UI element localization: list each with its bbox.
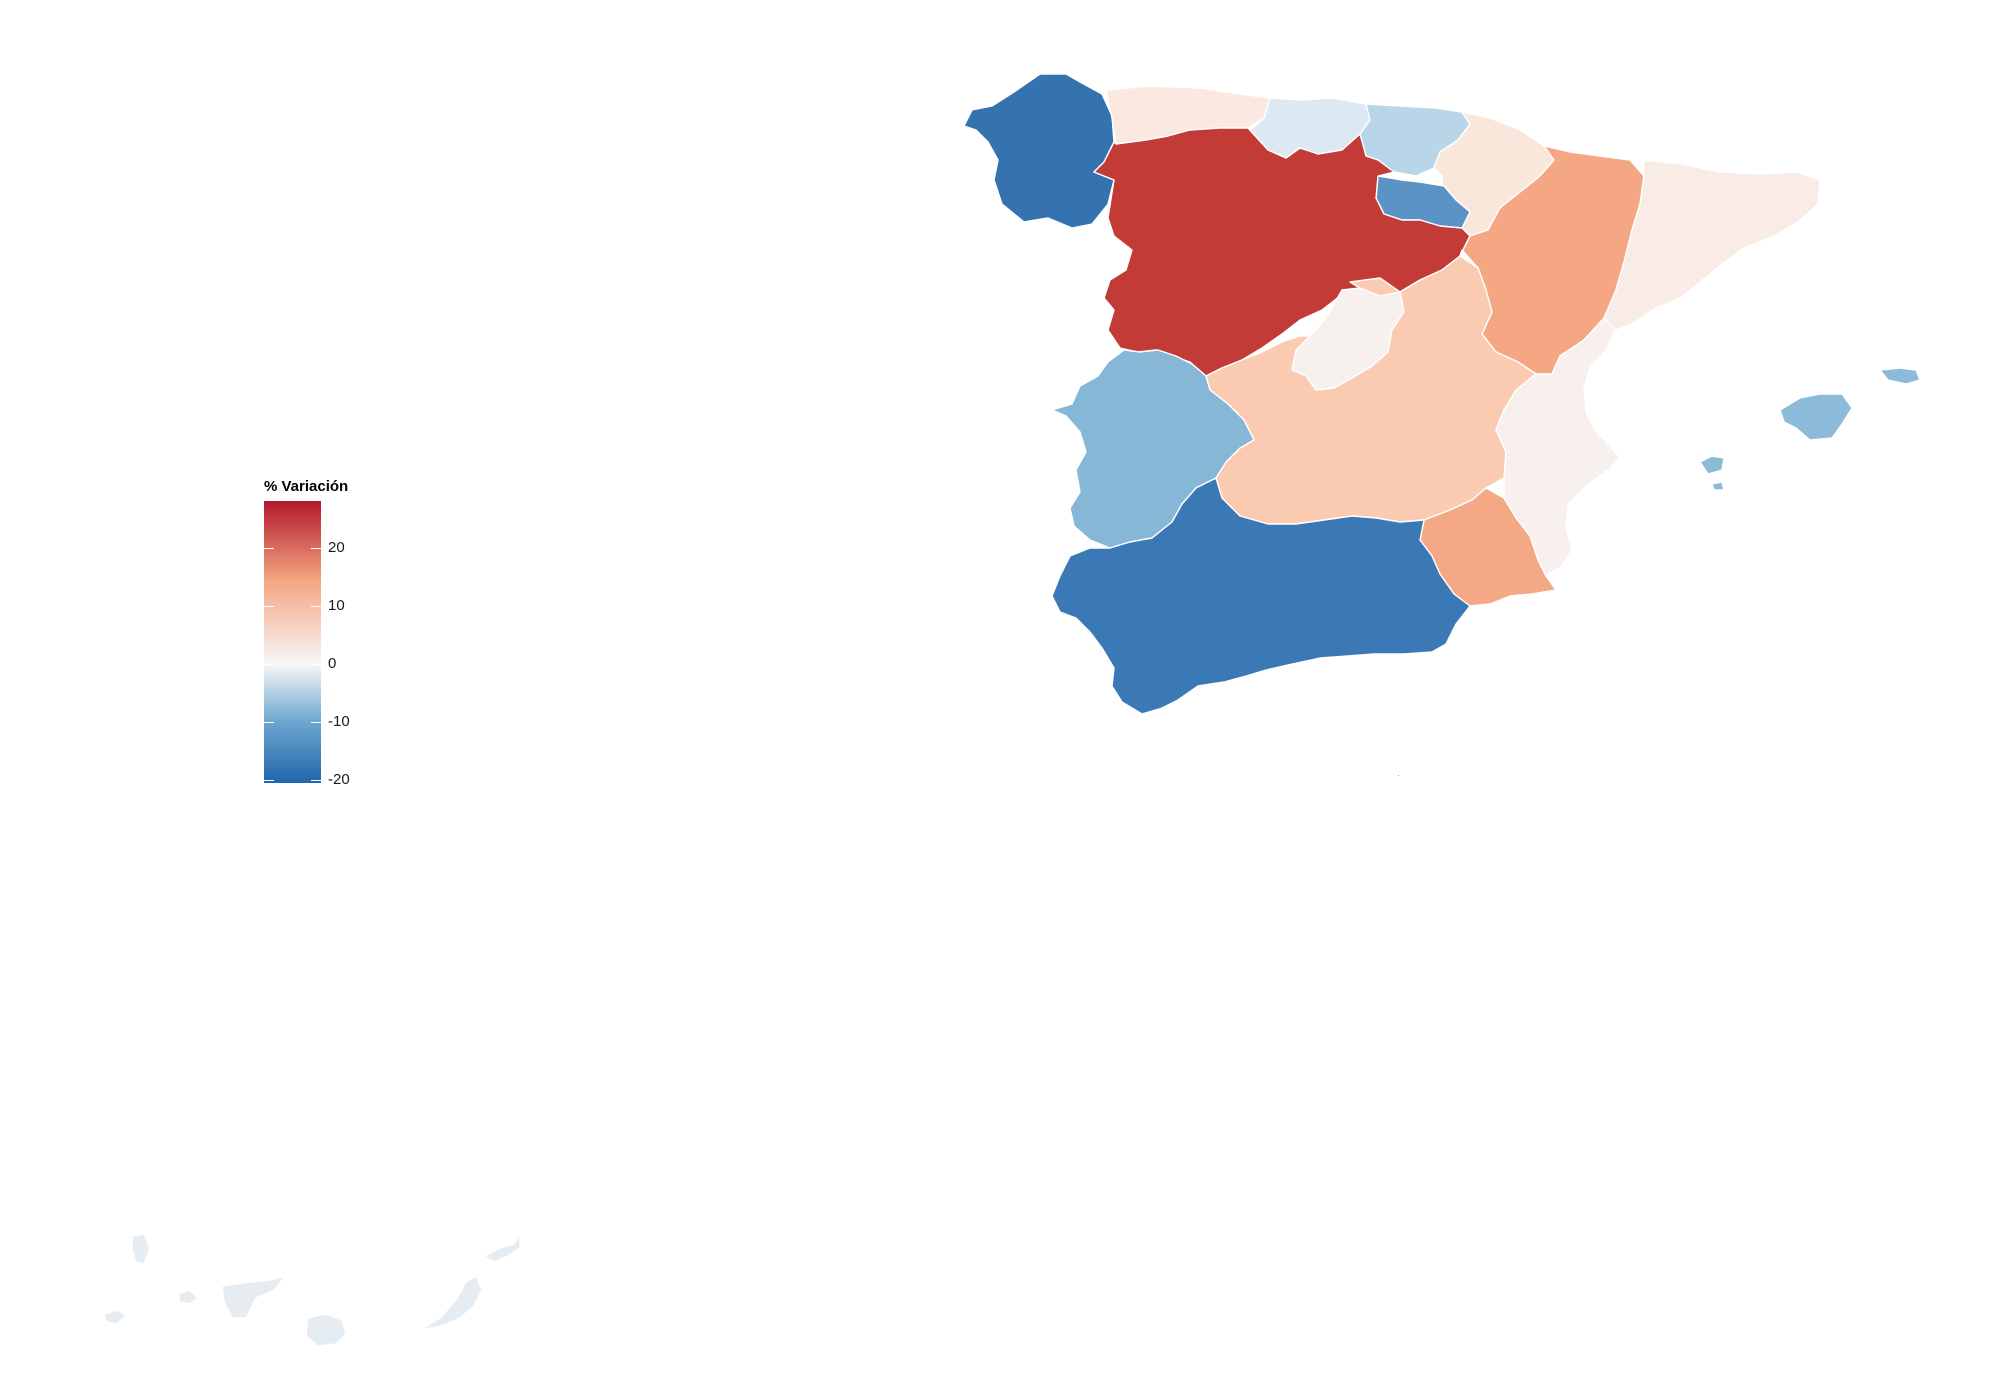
region-canarias[interactable]: [221, 1275, 287, 1319]
region-canarias[interactable]: [131, 1233, 151, 1265]
legend-tick-mark: [264, 663, 274, 665]
region-illes-balears[interactable]: [1699, 455, 1725, 475]
legend-tick-mark: [264, 780, 274, 782]
region-canarias[interactable]: [419, 1275, 483, 1331]
legend-tick-mark: [264, 721, 274, 723]
region-canarias[interactable]: [305, 1313, 347, 1347]
legend-tick-label: 20: [328, 538, 345, 556]
region-comunidad-valenciana[interactable]: [1495, 317, 1621, 577]
region-canarias[interactable]: [103, 1309, 127, 1325]
legend-tick-label: 0: [328, 654, 337, 672]
legend-tick-mark: [311, 780, 321, 782]
legend-color-bar: [264, 501, 321, 783]
legend-tick-label: -10: [328, 712, 350, 730]
region-andalucia[interactable]: [1051, 477, 1471, 715]
region-alboran: [1396, 773, 1401, 778]
legend-tick-label: 10: [328, 596, 345, 614]
region-illes-balears[interactable]: [1879, 367, 1921, 385]
region-cataluna[interactable]: [1603, 159, 1821, 331]
legend: % Variación 20 10 0 -10 -20: [264, 478, 384, 808]
region-canarias[interactable]: [483, 1233, 521, 1263]
legend-tick-mark: [311, 605, 321, 607]
legend-tick-mark: [264, 605, 274, 607]
legend-tick-mark: [311, 721, 321, 723]
legend-tick-label: -20: [328, 771, 350, 789]
region-illes-balears[interactable]: [1711, 481, 1725, 491]
legend-tick-mark: [264, 547, 274, 549]
legend-title: % Variación: [264, 478, 349, 495]
legend-tick-mark: [311, 663, 321, 665]
region-illes-balears[interactable]: [1779, 393, 1853, 441]
legend-tick-mark: [311, 547, 321, 549]
region-galicia[interactable]: [963, 73, 1115, 229]
region-canarias[interactable]: [177, 1289, 199, 1305]
